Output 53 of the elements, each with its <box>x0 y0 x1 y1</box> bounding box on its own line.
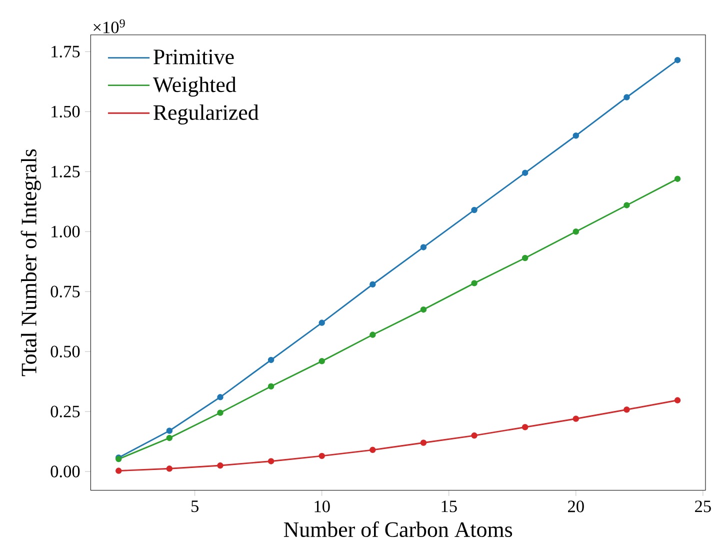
legend-label: Primitive <box>154 50 234 64</box>
x-tick-label: 10 <box>314 500 330 512</box>
y-tick-label: 1.50 <box>52 106 80 118</box>
point <box>522 424 528 430</box>
point <box>370 281 376 288</box>
x-tick-label: 25 <box>695 500 711 512</box>
point <box>471 432 478 439</box>
y-tick-label: 0.75 <box>50 286 80 298</box>
point <box>268 458 274 464</box>
point <box>370 332 376 338</box>
point <box>318 358 325 364</box>
y-axis-title: Total Number of Integrals <box>20 149 41 376</box>
x-tick-label: 20 <box>568 500 584 512</box>
point <box>624 94 630 100</box>
x-tick-label: 15 <box>442 500 457 512</box>
text: ×10$^{9}$ <box>94 19 125 34</box>
point <box>624 406 630 413</box>
point <box>217 410 224 416</box>
point <box>572 132 580 139</box>
point <box>674 176 681 182</box>
point <box>116 468 122 474</box>
point <box>217 462 224 469</box>
point <box>166 466 173 472</box>
point <box>572 416 580 422</box>
point <box>471 206 478 214</box>
y-tick-label: 1.25 <box>52 166 80 178</box>
point <box>217 394 224 400</box>
point <box>268 383 274 390</box>
point <box>318 320 325 326</box>
point <box>420 306 427 313</box>
y-tick-label: 0.50 <box>50 346 80 358</box>
y-tick-label: 0.00 <box>50 466 80 478</box>
x-tick-label: 5 <box>192 500 198 512</box>
point <box>674 397 681 404</box>
point <box>318 452 325 460</box>
y-tick-label: 1.75 <box>52 46 80 58</box>
point <box>268 356 274 364</box>
point <box>166 434 173 442</box>
point <box>420 440 427 446</box>
x-axis-title: Number of Carbon Atoms <box>284 521 512 538</box>
point <box>572 228 580 235</box>
point <box>674 56 681 64</box>
legend-label: Regularized <box>154 104 259 124</box>
y-tick-label: 0.25 <box>50 406 80 418</box>
point <box>624 202 630 208</box>
legend-label: Weighted <box>152 76 236 97</box>
y-tick-label: 1.00 <box>52 226 80 238</box>
point <box>370 446 376 454</box>
point <box>522 254 528 262</box>
point <box>166 428 173 434</box>
point <box>420 244 427 250</box>
point <box>522 170 528 176</box>
point <box>471 280 478 286</box>
